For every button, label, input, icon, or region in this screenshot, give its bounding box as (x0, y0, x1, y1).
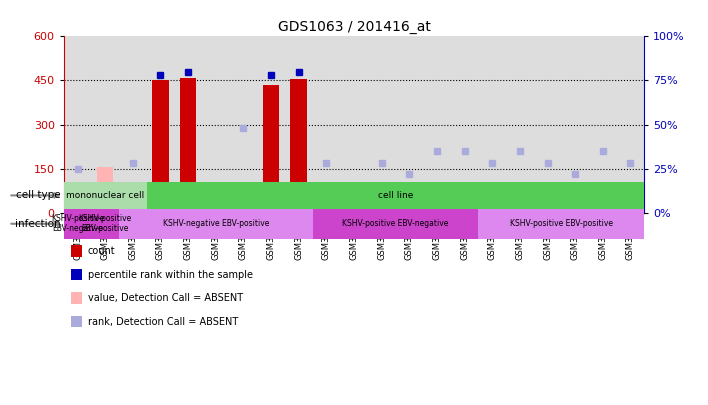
Text: KSHV-negative EBV-positive: KSHV-negative EBV-positive (163, 219, 269, 228)
Bar (595, 208, 611, 213)
Bar (312, 36, 340, 213)
Bar (534, 36, 561, 213)
Bar (312, 209, 479, 239)
Bar (401, 208, 418, 213)
Bar (451, 36, 479, 213)
Bar (91, 209, 119, 239)
Bar (119, 209, 312, 239)
Text: value, Detection Call = ABSENT: value, Detection Call = ABSENT (88, 293, 243, 303)
Bar (561, 36, 589, 213)
Bar (512, 208, 528, 213)
Bar (69, 210, 86, 213)
Text: rank, Detection Call = ABSENT: rank, Detection Call = ABSENT (88, 317, 238, 326)
Text: KSHV-positive
EBV-positive: KSHV-positive EBV-positive (79, 214, 132, 233)
Bar (64, 182, 147, 209)
Bar (147, 182, 644, 209)
Bar (202, 36, 229, 213)
Bar (174, 36, 202, 213)
Bar (368, 36, 396, 213)
Bar (622, 208, 639, 213)
Bar (428, 208, 445, 213)
Bar (235, 204, 252, 213)
Bar (229, 36, 257, 213)
Bar (152, 81, 169, 213)
Bar (506, 36, 534, 213)
Bar (346, 208, 362, 213)
Text: cell type: cell type (16, 190, 60, 200)
Bar (539, 208, 556, 213)
Bar (180, 78, 196, 213)
Text: KSHV-positive EBV-positive: KSHV-positive EBV-positive (510, 219, 613, 228)
Bar (484, 208, 501, 213)
Text: percentile rank within the sample: percentile rank within the sample (88, 270, 253, 279)
Bar (479, 36, 506, 213)
Bar (64, 209, 91, 239)
Bar (125, 208, 141, 213)
Bar (263, 85, 280, 213)
Text: infection: infection (15, 219, 60, 229)
Bar (340, 36, 368, 213)
Bar (290, 79, 307, 213)
Bar (207, 208, 224, 213)
Bar (97, 167, 113, 213)
Bar (91, 36, 119, 213)
Text: cell line: cell line (378, 191, 413, 200)
Text: KSHV-positive EBV-negative: KSHV-positive EBV-negative (342, 219, 449, 228)
Bar (617, 36, 644, 213)
Bar (64, 36, 91, 213)
Bar (318, 208, 335, 213)
Bar (479, 209, 644, 239)
Bar (373, 208, 390, 213)
Text: mononuclear cell: mononuclear cell (66, 191, 144, 200)
Title: GDS1063 / 201416_at: GDS1063 / 201416_at (278, 20, 430, 34)
Bar (285, 36, 312, 213)
Bar (567, 208, 583, 213)
Bar (456, 208, 473, 213)
Bar (147, 36, 174, 213)
Text: KSHV-positive
EBV-negative: KSHV-positive EBV-negative (51, 214, 104, 233)
Bar (423, 36, 451, 213)
Bar (257, 36, 285, 213)
Bar (396, 36, 423, 213)
Bar (119, 36, 147, 213)
Bar (589, 36, 617, 213)
Text: count: count (88, 246, 115, 256)
